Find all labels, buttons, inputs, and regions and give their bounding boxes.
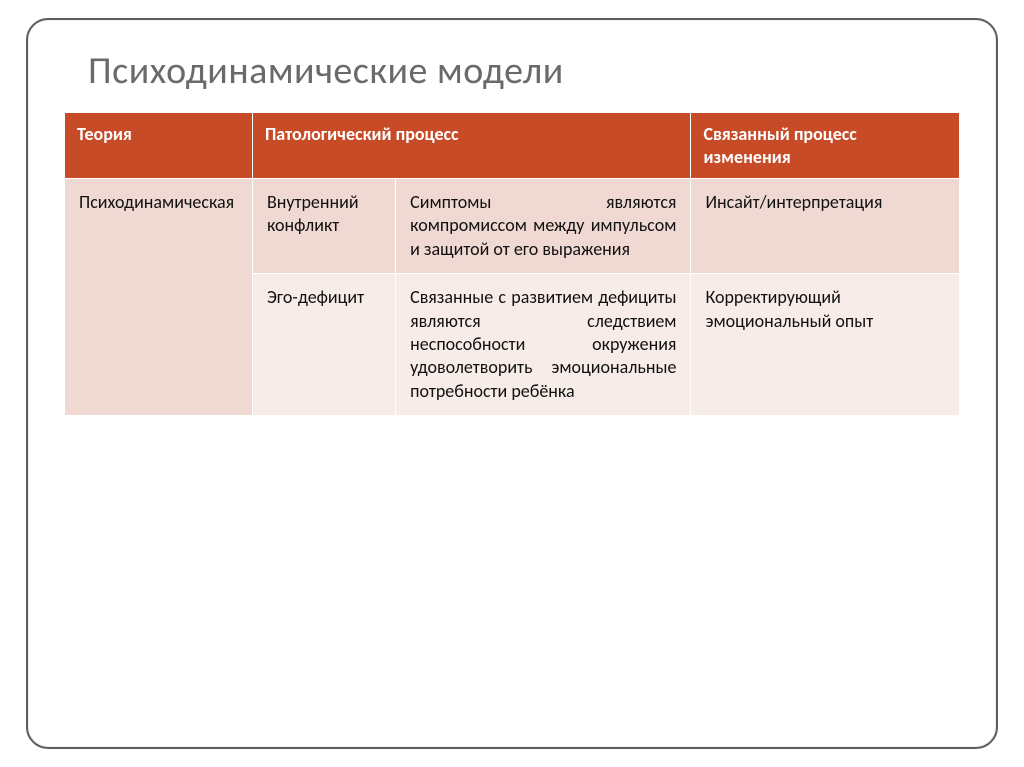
table-header-row: Теория Патологический процесс Связанный … (65, 113, 960, 179)
cell-theory: Психодинамическая (65, 179, 253, 416)
cell-change: Корректирующий эмоциональный опыт (691, 274, 960, 416)
table-row: Психодинамическая Внутренний конфликт Си… (65, 179, 960, 274)
cell-change: Инсайт/интерпретация (691, 179, 960, 274)
cell-process-b: Связанные с развитием дефициты являются … (396, 274, 691, 416)
slide-frame: Психодинамические модели Теория Патологи… (26, 18, 998, 749)
cell-process-b: Симптомы являются компромиссом между имп… (396, 179, 691, 274)
slide-title: Психодинамические модели (88, 48, 960, 94)
cell-process-a: Внутренний конфликт (252, 179, 395, 274)
cell-process-a: Эго-дефицит (252, 274, 395, 416)
col-pathological-process: Патологический процесс (252, 113, 691, 179)
col-theory: Теория (65, 113, 253, 179)
models-table: Теория Патологический процесс Связанный … (64, 112, 960, 416)
col-change-process: Связанный процесс изменения (691, 113, 960, 179)
